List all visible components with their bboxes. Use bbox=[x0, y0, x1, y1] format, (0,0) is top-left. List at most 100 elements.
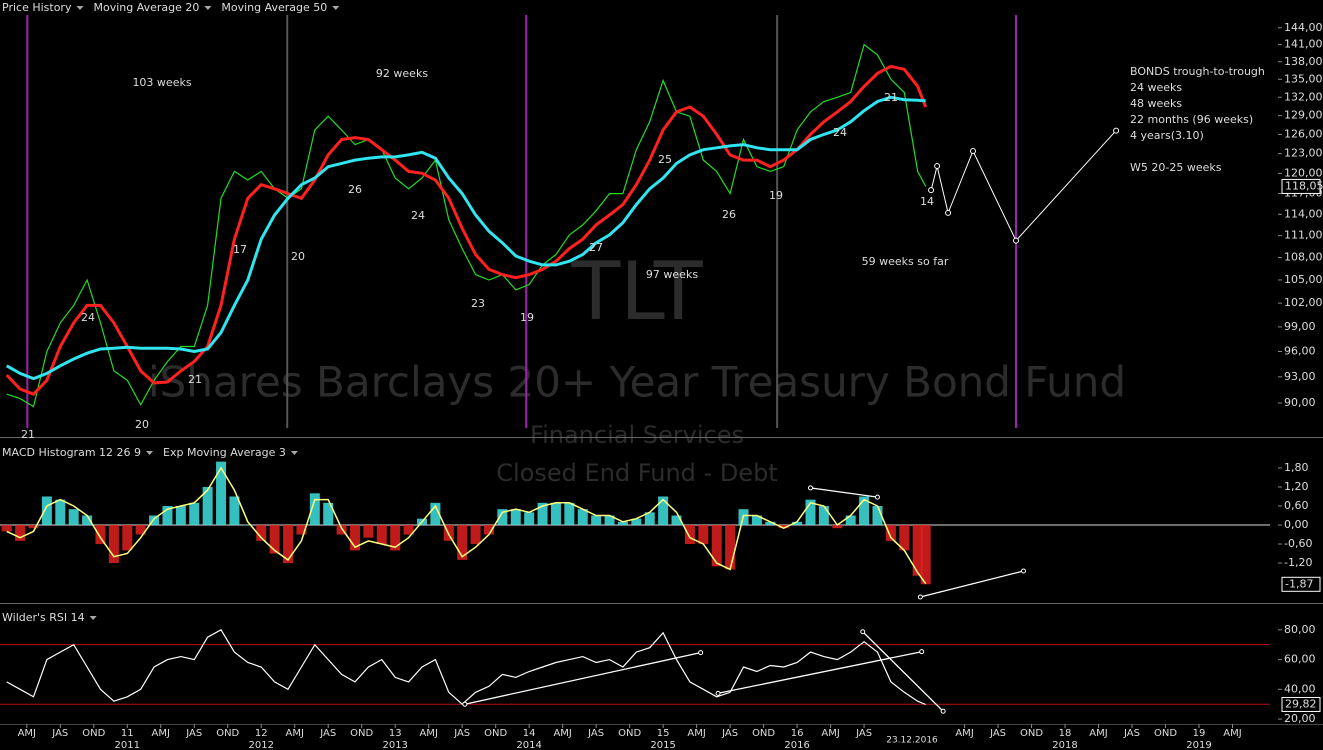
y-tick-label: -1,20 bbox=[1284, 556, 1312, 569]
x-tick-label: 11 bbox=[121, 728, 134, 739]
annotation: 21 bbox=[884, 91, 898, 104]
histogram-bar bbox=[483, 525, 494, 535]
y-tick-label: 135,00 bbox=[1284, 72, 1323, 85]
x-tick-label: JAS bbox=[989, 728, 1006, 739]
annotation: 59 weeks so far bbox=[862, 255, 949, 268]
x-year-label: 2014 bbox=[516, 740, 541, 750]
histogram-bar bbox=[725, 525, 736, 570]
watermark: TLT iShares Barclays 20+ Year Treasury B… bbox=[148, 245, 1126, 487]
histogram-bar bbox=[658, 496, 669, 526]
histogram-bar bbox=[751, 515, 762, 526]
x-tick-label: JAS bbox=[185, 728, 202, 739]
annotation: 24 bbox=[81, 311, 95, 324]
annotation: 21 bbox=[21, 428, 35, 441]
histogram-bar bbox=[510, 509, 521, 526]
annotation: 14 bbox=[920, 195, 934, 208]
legend-label: Moving Average 50 bbox=[221, 1, 327, 14]
last-value-label: 118,05 bbox=[1285, 179, 1323, 192]
trendline-end bbox=[462, 701, 468, 707]
x-tick-label: JAS bbox=[51, 728, 68, 739]
annotation: 97 weeks bbox=[646, 268, 698, 281]
series-line bbox=[6, 466, 927, 585]
y-tick-label: 0,60 bbox=[1284, 499, 1309, 512]
x-tick-label: 14 bbox=[523, 728, 536, 739]
y-tick-label: 132,00 bbox=[1284, 90, 1323, 103]
trendline-end bbox=[917, 594, 923, 600]
histogram-bar bbox=[711, 525, 722, 567]
annotation: 26 bbox=[722, 208, 736, 221]
histogram-bar bbox=[403, 525, 414, 535]
histogram-bar bbox=[617, 521, 628, 526]
x-tick-label: AMJ bbox=[419, 728, 437, 739]
histogram-bar bbox=[256, 525, 267, 541]
trendline-end bbox=[715, 690, 721, 696]
last-value-box bbox=[1281, 696, 1321, 712]
trendline bbox=[862, 631, 944, 712]
x-tick-label: OND bbox=[618, 728, 641, 739]
y-tick-label: 90,00 bbox=[1284, 396, 1316, 409]
annotation: 23 bbox=[471, 297, 485, 310]
y-tick-label: 114,00 bbox=[1284, 207, 1323, 220]
last-value-label: -1,87 bbox=[1285, 577, 1313, 590]
histogram-bar bbox=[899, 525, 910, 551]
annotation: 19 bbox=[520, 311, 534, 324]
last-value-label: 29,82 bbox=[1285, 697, 1317, 710]
annotation: 27 bbox=[589, 241, 603, 254]
histogram-bar bbox=[122, 525, 133, 551]
legend-label: MACD Histogram 12 26 9 bbox=[2, 446, 141, 459]
watermark-symbol: TLT bbox=[570, 245, 703, 338]
x-tick-label: AMJ bbox=[152, 728, 170, 739]
trendline-end bbox=[698, 650, 704, 656]
x-year-label: 2011 bbox=[115, 740, 140, 750]
histogram-bar bbox=[644, 512, 655, 526]
histogram-bar bbox=[55, 499, 66, 526]
y-tick-label: 141,00 bbox=[1284, 38, 1323, 51]
y-tick-label: 108,00 bbox=[1284, 250, 1323, 263]
y-tick-label: -0,60 bbox=[1284, 537, 1312, 550]
y-tick-label: 60,00 bbox=[1284, 653, 1316, 666]
y-tick-label: 138,00 bbox=[1284, 55, 1323, 68]
annotation: 24 bbox=[411, 209, 425, 222]
x-tick-label: JAS bbox=[721, 728, 738, 739]
y-tick-label: 93,00 bbox=[1284, 370, 1316, 383]
watermark-category: Closed End Fund - Debt bbox=[496, 459, 777, 487]
y-tick-label: 1,20 bbox=[1284, 480, 1309, 493]
y-tick-label: 129,00 bbox=[1284, 109, 1323, 122]
histogram-bar bbox=[95, 525, 106, 545]
annotation: 17 bbox=[233, 243, 247, 256]
trendline-end bbox=[874, 494, 880, 500]
histogram-bar bbox=[765, 521, 776, 526]
y-tick-label: 102,00 bbox=[1284, 296, 1323, 309]
histogram-bar bbox=[577, 509, 588, 526]
histogram-bar bbox=[872, 505, 883, 526]
x-tick-label: OND bbox=[484, 728, 507, 739]
x-tick-label: AMJ bbox=[1223, 728, 1241, 739]
histogram-bar bbox=[350, 525, 361, 551]
x-tick-label: AMJ bbox=[687, 728, 705, 739]
y-tick-label: 40,00 bbox=[1284, 682, 1316, 695]
x-year-label: 2018 bbox=[1052, 740, 1077, 750]
projection-point bbox=[1013, 237, 1019, 244]
y-tick-label: 111,00 bbox=[1284, 229, 1323, 242]
legend-dropdown bbox=[290, 451, 298, 455]
legend-label: Exp Moving Average 3 bbox=[163, 446, 286, 459]
histogram-bar bbox=[229, 496, 240, 526]
legend-label: Wilder's RSI 14 bbox=[2, 611, 85, 624]
x-tick-label: AMJ bbox=[821, 728, 839, 739]
x-tick-label: JAS bbox=[855, 728, 872, 739]
projection-point bbox=[969, 148, 976, 155]
legend-label: Moving Average 20 bbox=[93, 1, 199, 14]
trendline bbox=[920, 570, 1024, 598]
histogram-bar bbox=[671, 515, 682, 526]
projection-line bbox=[930, 130, 1117, 242]
x-tick-label: OND bbox=[752, 728, 775, 739]
histogram-bar bbox=[336, 525, 347, 535]
histogram-bar bbox=[524, 512, 535, 526]
x-tick-label: 18 bbox=[1059, 728, 1072, 739]
histogram-bar bbox=[363, 525, 374, 538]
histogram-bar bbox=[149, 515, 160, 526]
legend-dropdown bbox=[89, 616, 97, 620]
projection-point bbox=[934, 163, 941, 170]
histogram-bar bbox=[162, 505, 173, 526]
